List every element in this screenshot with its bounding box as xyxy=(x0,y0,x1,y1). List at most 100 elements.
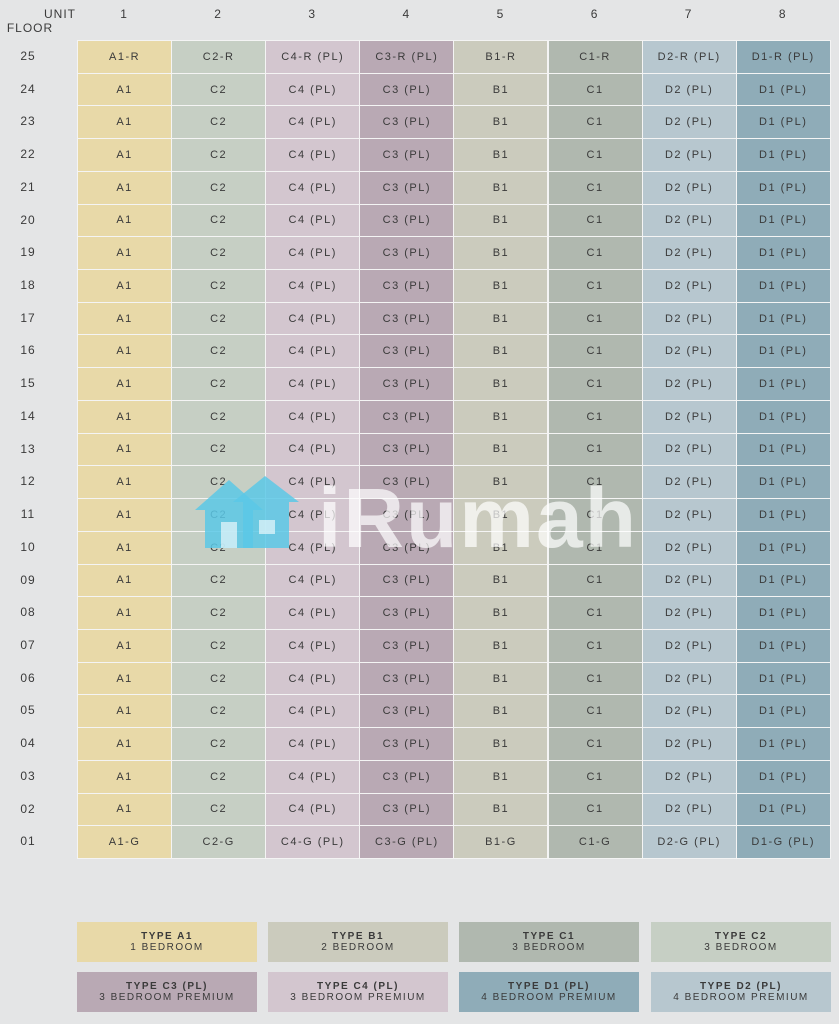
unit-cell: A1 xyxy=(77,498,173,532)
column-label: 2 xyxy=(214,7,222,21)
unit-cell: C2 xyxy=(171,105,267,140)
legend-type: TYPE A1 xyxy=(141,931,193,942)
unit-cell: C2 xyxy=(171,628,267,663)
unit-cell: D2 (PL) xyxy=(641,465,737,500)
unit-cell: C1 xyxy=(547,498,643,532)
unit-cell: C1 xyxy=(547,72,643,107)
unit-cell: D1 (PL) xyxy=(735,170,831,205)
unit-cell: C4 (PL) xyxy=(265,334,361,369)
unit-cell: C3-R (PL) xyxy=(359,40,455,74)
unit-cell: C1 xyxy=(547,727,643,761)
unit-cell: D1 (PL) xyxy=(735,661,831,696)
unit-cell: C3 (PL) xyxy=(359,236,455,271)
unit-cell: C1 xyxy=(547,105,643,140)
unit-cell: C2 xyxy=(171,236,267,271)
unit-cell: C3 (PL) xyxy=(359,563,455,598)
unit-cell: C2 xyxy=(171,727,267,761)
unit-cell: D2 (PL) xyxy=(641,563,737,598)
floor-label: 11 xyxy=(20,507,36,522)
floor-label: 20 xyxy=(20,212,36,227)
floor-label: 02 xyxy=(20,801,36,816)
unit-cell: D1 (PL) xyxy=(735,236,831,271)
floor-label: 09 xyxy=(20,572,36,587)
unit-cell: A1 xyxy=(77,694,173,729)
floor-label: 13 xyxy=(20,441,36,456)
floor-label: 03 xyxy=(20,768,36,783)
unit-cell: C3 (PL) xyxy=(359,367,455,401)
unit-cell: D2 (PL) xyxy=(641,628,737,663)
legend-type: TYPE C2 xyxy=(714,931,768,942)
unit-cell: A1 xyxy=(77,432,173,467)
unit-cell: A1-G xyxy=(77,825,173,859)
unit-cell: C1 xyxy=(547,269,643,303)
unit-cell: C4 (PL) xyxy=(265,301,361,336)
unit-cell: C1-R xyxy=(547,40,643,74)
unit-cell: C2 xyxy=(171,661,267,696)
unit-cell: D2 (PL) xyxy=(641,138,737,172)
unit-cell: B1 xyxy=(453,792,549,827)
unit-cell: B1 xyxy=(453,399,549,434)
unit-cell: A1 xyxy=(77,367,173,401)
unit-cell: C4 (PL) xyxy=(265,138,361,172)
unit-cell: D1 (PL) xyxy=(735,465,831,500)
unit-cell: D2 (PL) xyxy=(641,530,737,565)
unit-cell: B1 xyxy=(453,269,549,303)
column-label: 8 xyxy=(778,7,787,21)
unit-cell: A1 xyxy=(77,727,173,761)
watermark-text: iRumah xyxy=(318,471,639,565)
unit-cell: B1 xyxy=(453,759,549,794)
unit-cell: C3 (PL) xyxy=(359,138,455,172)
unit-cell: D1 (PL) xyxy=(735,628,831,663)
unit-cell: C3 (PL) xyxy=(359,694,455,729)
watermark-logo xyxy=(195,476,299,548)
unit-cell: B1 xyxy=(453,628,549,663)
floor-label: 12 xyxy=(20,474,36,489)
unit-cell: D2 (PL) xyxy=(641,72,737,107)
column-label: 4 xyxy=(402,7,411,21)
unit-cell: D1 (PL) xyxy=(735,596,831,630)
unit-cell: C1 xyxy=(547,694,643,729)
unit-cell: A1 xyxy=(77,399,173,434)
unit-cell: D2 (PL) xyxy=(641,236,737,271)
unit-cell: C4 (PL) xyxy=(265,367,361,401)
legend-item: TYPE C4 (PL) 3 BEDROOM PREMIUM xyxy=(268,972,448,1012)
floor-header: FLOOR xyxy=(6,21,54,35)
unit-cell: C2 xyxy=(171,72,267,107)
unit-cell: C1 xyxy=(547,759,643,794)
unit-cell: D2 (PL) xyxy=(641,269,737,303)
unit-cell: D1 (PL) xyxy=(735,759,831,794)
unit-cell: C2 xyxy=(171,792,267,827)
unit-cell: D2-G (PL) xyxy=(641,825,737,859)
floor-label: 15 xyxy=(20,376,36,391)
floor-label: 18 xyxy=(20,278,36,293)
unit-cell: D2 (PL) xyxy=(641,498,737,532)
unit-cell: C1 xyxy=(547,661,643,696)
unit-cell: C3 (PL) xyxy=(359,727,455,761)
unit-cell: C3 (PL) xyxy=(359,269,455,303)
unit-cell: C4 (PL) xyxy=(265,432,361,467)
unit-cell: C3 (PL) xyxy=(359,334,455,369)
unit-cell: D1 (PL) xyxy=(735,530,831,565)
floor-label: 06 xyxy=(20,670,36,685)
unit-cell: D1 (PL) xyxy=(735,498,831,532)
unit-cell: C2-G xyxy=(171,825,267,859)
floor-label: 10 xyxy=(20,539,36,554)
unit-cell: B1-R xyxy=(453,40,549,74)
unit-cell: C4 (PL) xyxy=(265,72,361,107)
unit-cell: C3 (PL) xyxy=(359,498,455,532)
unit-cell: C1-G xyxy=(547,825,643,859)
legend-type: TYPE C4 (PL) xyxy=(317,981,399,992)
unit-cell: C2 xyxy=(171,694,267,729)
column-label: 7 xyxy=(684,7,693,21)
legend-desc: 2 BEDROOM xyxy=(321,942,395,953)
unit-cell: D1-G (PL) xyxy=(735,825,831,859)
unit-cell: C2 xyxy=(171,399,267,434)
legend-item: TYPE D2 (PL) 4 BEDROOM PREMIUM xyxy=(651,972,831,1012)
unit-cell: A1 xyxy=(77,530,173,565)
unit-cell: C4 (PL) xyxy=(265,792,361,827)
unit-cell: C2 xyxy=(171,269,267,303)
unit-cell: C3 (PL) xyxy=(359,72,455,107)
unit-cell: C1 xyxy=(547,170,643,205)
unit-cell: C4-R (PL) xyxy=(265,40,361,74)
